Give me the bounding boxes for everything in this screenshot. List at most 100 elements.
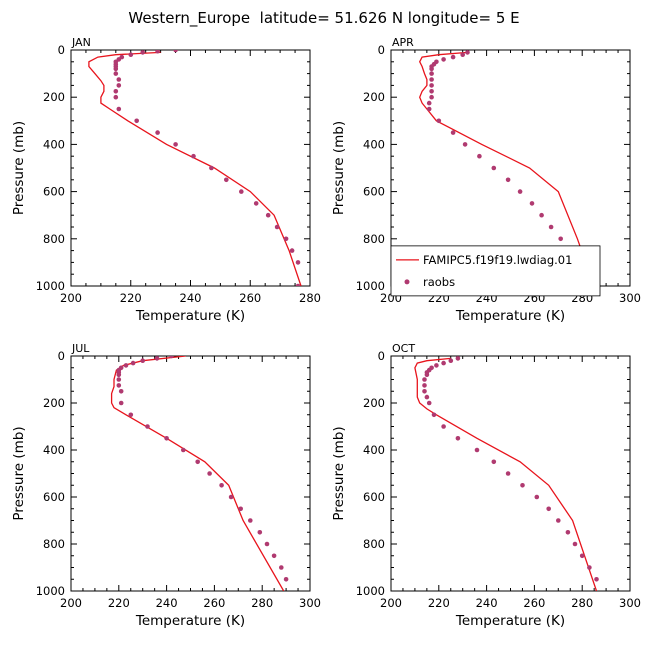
panel-jan-obs-point: [128, 52, 134, 57]
panel-jul-obs-point: [128, 412, 134, 418]
panel-oct-xlabel: Temperature (K): [455, 613, 565, 629]
panel-oct-obs-point: [455, 436, 461, 441]
panel-apr-obs-point: [529, 201, 535, 206]
panel-jul-obs-point: [116, 377, 122, 382]
panel-apr-ytick-label: 600: [363, 185, 385, 199]
panel-apr-obs-point: [429, 83, 434, 88]
panel-jul-obs-point: [140, 358, 145, 364]
panel-oct-ytick-label: 800: [363, 537, 385, 551]
panel-jul-ytick-label: 400: [43, 443, 65, 457]
panel-jul-obs-point: [248, 518, 253, 523]
panel-apr-obs-point: [429, 77, 434, 82]
panel-oct-obs-point: [441, 360, 446, 366]
panel-jan-obs-point: [134, 118, 139, 124]
panel-oct-obs-point: [505, 471, 511, 476]
legend-box: [390, 245, 601, 297]
legend-obs-label: raobs: [423, 275, 455, 289]
panel-jan-obs-point: [155, 50, 160, 54]
panel-jan-frame: [70, 49, 311, 287]
panel-apr-obs-point: [462, 142, 468, 147]
panel-jan-obs-point: [283, 236, 289, 242]
panel-apr-obs-point: [429, 94, 434, 100]
panel-jan-obs-point: [209, 165, 214, 171]
panel-jan-obs-point: [173, 50, 178, 53]
legend-model-label: FAMIPC5.f19f19.lwdiag.01: [423, 253, 572, 267]
panel-oct-obs-point: [579, 553, 585, 559]
panel-jan-xtick-label: 240: [180, 291, 202, 305]
panel-jan-obs-point: [191, 153, 196, 159]
panel-jul-ylabel: Pressure (mb): [11, 426, 27, 520]
panel-apr-ytick-label: 800: [363, 232, 385, 246]
panel-oct-obs-point: [520, 483, 525, 488]
panel-jul-ytick-label: 1000: [36, 584, 65, 598]
panel-oct-obs-point: [422, 389, 427, 394]
panel-apr-obs-point: [539, 212, 544, 218]
panel-jul-xtick-label: 240: [156, 596, 178, 610]
panel-jul-obs-point: [279, 565, 284, 570]
panel-jan-obs-point: [274, 224, 280, 230]
panel-oct-obs-point: [448, 358, 454, 364]
panel-oct-obs-point: [565, 530, 571, 535]
panel-jan-model-line: [88, 51, 302, 286]
panel-jan-xtick-label: 260: [239, 291, 261, 305]
panel-jul-data: [110, 356, 289, 591]
panel-jan-obs-point: [224, 177, 229, 183]
panel-apr-obs-point: [429, 71, 434, 76]
panel-apr-obs-point: [441, 57, 446, 62]
panel-oct-ytick-label: 200: [363, 396, 385, 410]
panel-jul-xtick-label: 200: [60, 596, 82, 610]
panel-oct-frame: [390, 355, 631, 592]
figure-title: Western_Europe latitude= 51.626 N longit…: [128, 9, 519, 28]
panel-oct-obs-point: [422, 377, 427, 382]
panel-apr-obs-point: [465, 50, 470, 55]
panel-jul-obs-point: [154, 356, 160, 361]
panel-jan-obs-point: [295, 283, 301, 286]
panel-jul-obs-point: [169, 356, 174, 359]
panel-jul-obs-point: [123, 363, 129, 368]
panel-apr-obs-point: [429, 89, 434, 94]
panel-jul-obs-point: [181, 447, 186, 453]
panel-oct-obs-point: [424, 394, 430, 400]
panel-jul-xtick-label: 220: [108, 596, 130, 610]
panel-jan-obs-point: [239, 189, 244, 194]
panel-jan-ytick-label: 400: [43, 137, 65, 151]
panel-jan-ytick-label: 1000: [36, 279, 65, 293]
panel-jan-obs-point: [173, 142, 178, 147]
legend: FAMIPC5.f19f19.lwdiag.01 raobs: [390, 245, 601, 297]
panel-jul: 200 220 240 260 280 300 0 200 400 600 800 1000 Tempe…: [11, 342, 321, 629]
panel-apr-label: APR: [392, 36, 414, 49]
panel-apr-model-line: [418, 51, 595, 286]
panel-jan-obs-point: [155, 130, 160, 135]
panel-apr-obs-point: [450, 54, 456, 60]
panel-jan-obs-point: [113, 89, 119, 94]
panel-apr-obs-point: [517, 189, 523, 194]
panel-apr-obs-point: [491, 165, 497, 171]
panel-jan-ytick-label: 600: [43, 185, 65, 199]
panel-jul-ytick-label: 200: [43, 396, 65, 410]
panel-jan-xlabel: Temperature (K): [135, 308, 245, 324]
panel-jan-label: JAN: [71, 36, 91, 49]
panel-jul-obs-point: [118, 400, 124, 406]
panel-jan-xtick-label: 200: [60, 291, 82, 305]
panel-oct-obs-point: [534, 494, 540, 500]
panel-apr-obs-point: [548, 224, 554, 230]
panel-jul-ytick-label: 600: [43, 490, 65, 504]
panel-jul-model-line: [110, 356, 285, 591]
panel-oct-xtick-label: 220: [428, 596, 450, 610]
panel-jul-xlabel: Temperature (K): [135, 613, 245, 629]
panel-oct-obs-point: [474, 447, 480, 453]
panel-oct-obs-point: [455, 356, 461, 361]
panel-jul-obs-point: [207, 471, 212, 476]
panel-apr-obs-point: [477, 153, 482, 159]
panel-jan-obs-point: [113, 71, 119, 76]
panel-oct-obs-point: [587, 565, 592, 570]
panel-jul-ytick-label: 0: [58, 349, 65, 363]
panel-apr-ytick-label: 200: [363, 90, 385, 104]
panel-jul-obs-point: [116, 383, 122, 388]
panel-jul-obs-point: [164, 436, 169, 441]
panel-oct: 200 220 240 260 280 300 0 200 400 600 800 1000 Tempe…: [331, 342, 641, 629]
panel-oct-obs-point: [434, 363, 439, 368]
panel-jan-data: [88, 50, 302, 286]
panel-apr-obs-point: [505, 177, 511, 183]
